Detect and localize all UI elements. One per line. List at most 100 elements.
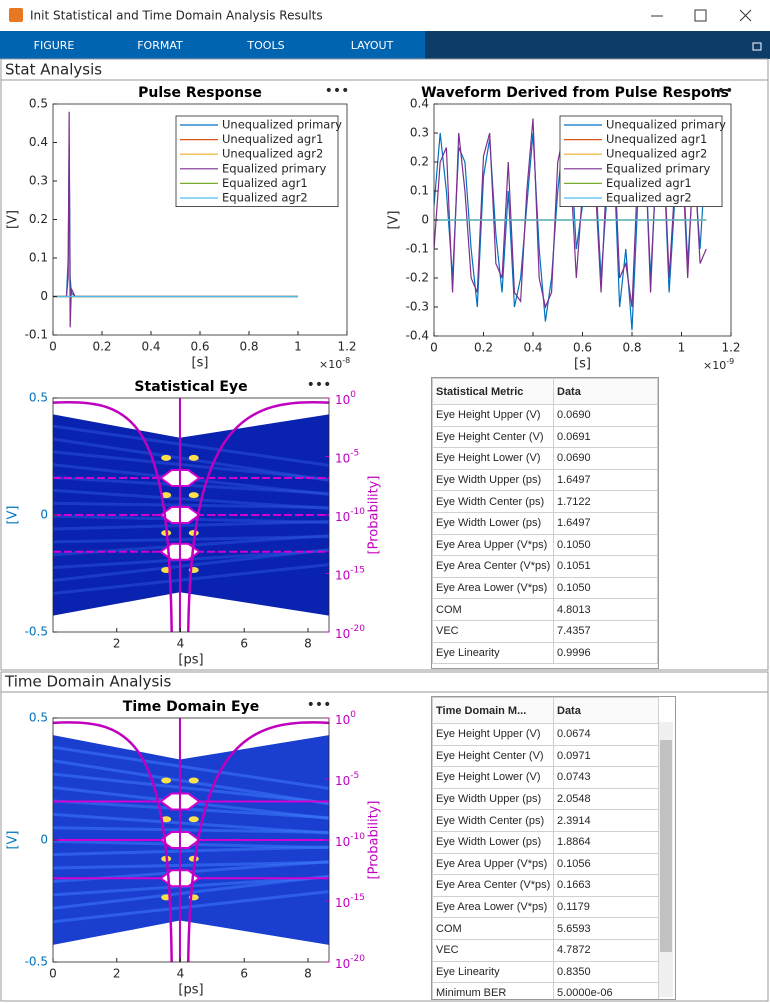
mult-exp: -9 (726, 357, 734, 366)
chart-title: Waveform Derived from Pulse Respons (421, 85, 729, 101)
table-row: COM 5.6593 (432, 917, 659, 940)
close-button[interactable] (739, 9, 752, 22)
table-row: Minimum BER 5.0000e-06 (432, 982, 659, 999)
app-icon (9, 8, 23, 22)
maximize-button[interactable] (694, 9, 707, 22)
y-tick-label: -0.3 (406, 300, 429, 314)
tick-exp: -5 (350, 771, 359, 781)
y-tick-label: 0.5 (29, 97, 48, 111)
y-tick-label: 0 (40, 833, 48, 847)
y2-tick-label: 10-15 (335, 565, 365, 582)
table-cell: 0.0674 (553, 723, 659, 746)
y2-tick-label: 10-20 (335, 624, 365, 641)
x-tick-label: 4 (177, 637, 185, 651)
table-row: Eye Height Upper (V) 0.0674 (432, 723, 659, 746)
legend-label: Equalized primary (606, 161, 711, 175)
y-tick-label: 0.3 (29, 174, 48, 188)
eye-trace (53, 845, 329, 857)
x-tick-label: 0.8 (239, 340, 258, 354)
table: Statistical Metric Data Eye Height Upper (… (432, 378, 658, 665)
table-cell: Eye Height Center (V) (432, 744, 554, 768)
chart-title: Pulse Response (138, 85, 262, 101)
tick-base: 10 (335, 774, 350, 788)
menu-tab[interactable]: TOOLS (246, 39, 284, 52)
x-label: [ps] (178, 983, 203, 998)
scrollbar[interactable] (659, 722, 673, 997)
table-cell: Eye Height Upper (V) (432, 723, 554, 746)
more-icon[interactable]: ••• (709, 83, 734, 99)
legend-label: Equalized agr2 (222, 191, 308, 205)
y-label: [V] (6, 210, 21, 229)
bathtub-curve (53, 721, 329, 962)
table-row: Eye Height Upper (V) 0.0690 (432, 404, 658, 427)
legend-label: Equalized agr2 (606, 191, 692, 205)
table-row: Eye Width Lower (ps) 1.6497 (432, 511, 658, 535)
eye-crossing (161, 454, 172, 461)
y-tick-label: -0.1 (406, 242, 429, 256)
eye-crossing (161, 777, 172, 784)
menu-tab[interactable]: LAYOUT (351, 39, 394, 52)
more-icon[interactable]: ••• (307, 377, 332, 393)
table-cell: 2.0548 (553, 787, 659, 811)
x-tick-label: 0.8 (622, 341, 641, 355)
table-row: Eye Height Lower (V) 0.0743 (432, 766, 659, 789)
table-cell: Data (553, 378, 658, 405)
table-row: Statistical Metric Data (432, 378, 658, 405)
table-row: COM 4.8013 (432, 598, 658, 621)
table-cell: 0.1051 (553, 555, 658, 578)
menu-tab[interactable]: FIGURE (34, 39, 75, 52)
table-cell: 0.0743 (553, 766, 659, 789)
x-tick-label: 2 (113, 637, 121, 651)
undock-icon[interactable] (752, 42, 762, 51)
plot-area (53, 111, 298, 328)
table-row: VEC 7.4357 (432, 619, 658, 643)
table-cell: Eye Area Center (V*ps) (432, 874, 554, 897)
window-title: Init Statistical and Time Domain Analysi… (30, 9, 323, 23)
tick-base: 10 (335, 451, 350, 465)
x-label: [s] (574, 357, 591, 372)
more-icon[interactable]: ••• (325, 83, 350, 99)
eye-trace (53, 826, 329, 834)
x-label: [ps] (178, 653, 203, 668)
eye-crossing (188, 454, 199, 461)
more-icon[interactable]: ••• (307, 697, 332, 713)
tick-base: 10 (335, 896, 350, 910)
table-row: Eye Width Center (ps) 1.7122 (432, 490, 658, 513)
eye-crossing (188, 816, 199, 823)
menu-tab[interactable]: FORMAT (137, 39, 183, 52)
x-multiplier: ×10-8 (319, 356, 350, 372)
y2-tick-label: 10-10 (335, 507, 365, 524)
series-line (53, 111, 298, 328)
x-tick-label: 4 (177, 967, 185, 981)
mult-exp: -8 (342, 356, 350, 365)
scrollbar-thumb[interactable] (660, 740, 672, 952)
table-cell: 1.6497 (553, 511, 658, 535)
tick-base: 10 (335, 627, 350, 641)
tick-exp: -15 (350, 565, 365, 575)
x-tick-label: 8 (304, 967, 312, 981)
eye-trace (53, 501, 329, 509)
y-tick-label: -0.5 (25, 955, 48, 969)
chart-title: Statistical Eye (134, 379, 247, 395)
legend-label: Equalized primary (222, 161, 327, 175)
y-tick-label: 0 (40, 508, 48, 522)
y-tick-label: 0.5 (29, 711, 48, 725)
x-tick-label: 0.6 (190, 340, 209, 354)
mult-base: ×10 (319, 358, 342, 371)
eye-trace (53, 799, 329, 820)
toolstrip (0, 31, 425, 59)
table-cell: 7.4357 (553, 619, 658, 643)
x-tick-label: 6 (240, 637, 248, 651)
table-cell: Eye Width Center (ps) (432, 490, 554, 513)
legend-label: Equalized agr1 (222, 176, 308, 190)
plot-area (53, 718, 329, 962)
y-tick-label: -0.4 (406, 329, 429, 343)
eye-trace (53, 476, 329, 495)
table-cell: Data (553, 697, 659, 724)
x-tick-label: 0 (49, 967, 57, 981)
x-tick-label: 0 (430, 341, 438, 355)
y-tick-label: 0.2 (410, 155, 429, 169)
y-tick-label: -0.5 (25, 625, 48, 639)
table-cell: VEC (432, 619, 554, 643)
